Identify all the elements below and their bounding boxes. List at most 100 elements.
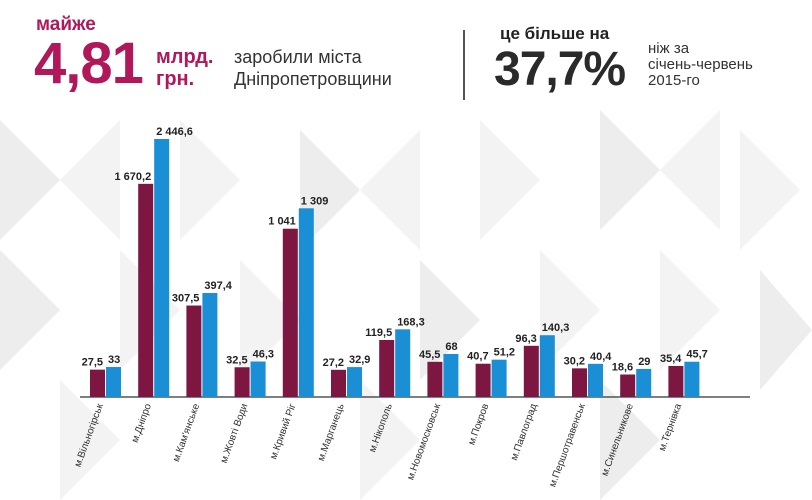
header-divider (463, 30, 465, 100)
data-label: 32,5 (226, 354, 247, 366)
background-triangle (360, 130, 420, 250)
data-label: 46,3 (253, 349, 274, 361)
bar-2016 (347, 367, 362, 397)
bar-2016 (250, 361, 266, 397)
bar-2016 (298, 208, 314, 397)
background-triangle (600, 110, 660, 230)
background-triangle (240, 260, 300, 380)
bar-chart: 27,5 33 м.Вільногірськ 1 670,2 2 446,6 м.Дніп… (73, 126, 750, 489)
almost-label: майже (36, 14, 96, 35)
data-label: 18,6 (612, 362, 633, 374)
background-triangle (180, 120, 240, 240)
category-label: м.Дніпро (130, 402, 154, 444)
bar-2016 (539, 335, 555, 397)
bar-2016 (395, 329, 411, 397)
bar-2015 (186, 305, 202, 397)
compare-line-3: 2015-го (648, 72, 700, 89)
category-label: м.Першотравенськ (547, 402, 588, 489)
data-label: 1 670,2 (114, 171, 151, 183)
bar-2015 (427, 361, 443, 397)
data-label: 30,2 (564, 355, 585, 367)
data-label: 40,4 (590, 351, 612, 363)
data-label: 68 (445, 341, 457, 353)
background-triangle (740, 130, 800, 250)
background-triangle (660, 110, 720, 230)
background-triangle (0, 250, 60, 370)
category-label: м.Покров (466, 402, 491, 446)
bar-2016 (106, 367, 121, 397)
more-label: це більше на (500, 24, 610, 43)
bar-2016 (154, 139, 170, 397)
bar-2015 (572, 368, 587, 397)
total-amount: 4,81 (34, 31, 144, 96)
earned-caption: заробили міста Дніпропетровщини (234, 46, 392, 90)
bar-2016 (588, 363, 603, 397)
unit-line-2: грн. (156, 68, 195, 90)
bar-2015 (138, 183, 154, 397)
category-label: м.Синельникове (600, 402, 637, 478)
bar-2015 (620, 374, 636, 397)
bar-2016 (202, 293, 218, 397)
compare-line-1: ніж за (648, 40, 690, 57)
data-label: 96,3 (515, 333, 536, 345)
data-label: 307,5 (172, 293, 200, 305)
data-label: 29 (638, 356, 650, 368)
category-label: м.Марганець (316, 402, 347, 462)
data-label: 33 (108, 354, 120, 366)
data-label: 51,2 (494, 347, 515, 359)
bar-2016 (636, 368, 652, 397)
compare-caption: ніж за січень-червень 2015-го (648, 41, 753, 89)
background-triangle (300, 130, 360, 250)
background-triangle (600, 380, 660, 500)
bar-2015 (282, 228, 298, 397)
bar-2016 (684, 361, 700, 397)
data-label: 32,9 (349, 354, 370, 366)
bar-2016 (491, 359, 507, 397)
category-label: м.Вільногірськ (73, 402, 106, 469)
category-label: м.Павлоград (509, 402, 540, 462)
background-triangle (540, 250, 600, 370)
amount-unit: млрд. грн. (156, 46, 213, 90)
bar-2015 (379, 339, 395, 397)
compare-line-2: січень-червень (648, 56, 753, 73)
category-label: м.Кривий Ріг (268, 402, 298, 461)
bar-2015 (234, 367, 250, 397)
background-triangle (60, 380, 120, 500)
background-triangle (360, 380, 420, 500)
category-label: м.Тернівка (657, 402, 684, 453)
bar-2015 (475, 363, 491, 397)
bar-2015 (90, 369, 105, 397)
background-triangle (760, 270, 812, 390)
data-label: 1 309 (301, 195, 329, 207)
background-triangle (420, 260, 480, 380)
bar-2015 (523, 345, 539, 397)
background-triangle (60, 120, 120, 240)
category-label: м.Нікополь (367, 402, 395, 454)
data-label: 1 041 (268, 216, 296, 228)
growth-percent: 37,7% (494, 43, 626, 96)
earned-line-1: заробили міста (234, 47, 362, 67)
data-label: 397,4 (204, 280, 232, 292)
background-triangle (0, 120, 60, 240)
data-label: 45,5 (419, 349, 440, 361)
unit-line-1: млрд. (156, 46, 214, 68)
bar-2015 (331, 369, 346, 397)
data-label: 45,7 (686, 349, 707, 361)
earned-line-2: Дніпропетровщини (234, 69, 392, 89)
data-label: 27,5 (82, 357, 103, 369)
category-label: м.Кам'янське (171, 402, 202, 464)
bar-2015 (668, 365, 684, 397)
data-label: 40,7 (467, 351, 488, 363)
data-label: 119,5 (365, 327, 392, 339)
data-label: 2 446,6 (156, 126, 193, 138)
data-label: 27,2 (323, 357, 344, 369)
bar-2016 (443, 353, 459, 397)
data-label: 35,4 (660, 353, 682, 365)
category-label: м.Новомосковськ (405, 402, 443, 482)
category-label: м.Жовті Води (219, 402, 251, 464)
data-label: 140,3 (542, 322, 570, 334)
header: майже 4,81 млрд. грн. заробили міста Дні… (0, 0, 812, 110)
background-triangle (480, 120, 540, 240)
data-label: 168,3 (397, 316, 425, 328)
background-triangle (660, 250, 720, 370)
